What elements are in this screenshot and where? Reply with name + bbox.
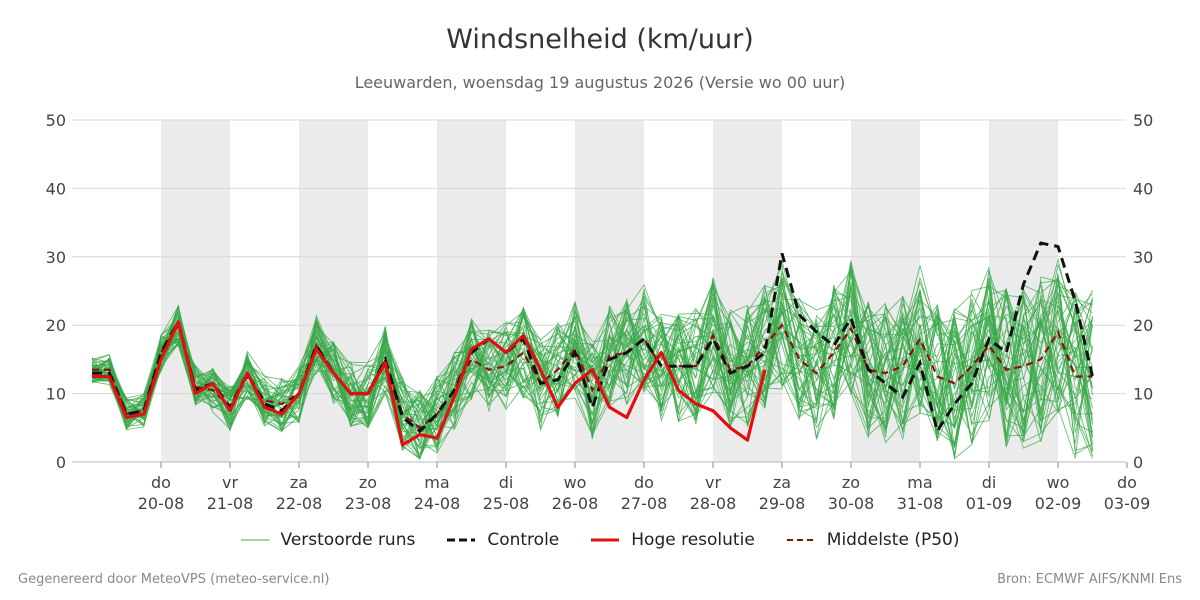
x-tick-weekday: za (290, 473, 308, 492)
chart-title: Windsnelheid (km/uur) (446, 24, 754, 55)
x-tick-weekday: vr (705, 473, 721, 492)
x-tick-date: 27-08 (621, 494, 668, 513)
x-tick-date: 22-08 (276, 494, 323, 513)
x-tick-date: 02-09 (1035, 494, 1082, 513)
perturbed-run-line (91, 288, 1093, 453)
footer-generator: Gegenereerd door MeteoVPS (meteo-service… (18, 572, 330, 587)
wind-speed-chart: 0 0 10 10 20 20 30 30 40 40 50 50 do 20-08 vr 21-08 za 22… (46, 111, 1154, 513)
y-tick-label-right: 20 (1133, 316, 1153, 335)
y-tick-label-right: 0 (1133, 453, 1143, 472)
x-tick-weekday: do (1117, 473, 1137, 492)
x-tick-weekday: za (773, 473, 791, 492)
perturbed-run-line (91, 259, 1093, 440)
day-band (161, 120, 230, 462)
legend-median-swatch (786, 539, 815, 541)
x-tick-weekday: di (982, 473, 997, 492)
y-tick-label-right: 40 (1133, 179, 1153, 198)
x-tick-weekday: do (634, 473, 654, 492)
legend-label: Verstoorde runs (280, 530, 416, 550)
x-tick-date: 29-08 (759, 494, 806, 513)
x-tick-weekday: ma (907, 473, 932, 492)
x-tick-weekday: di (499, 473, 514, 492)
y-tick-label-left: 30 (46, 248, 66, 267)
y-tick-label-left: 0 (56, 453, 66, 472)
y-tick-label-left: 50 (46, 111, 66, 130)
x-tick-weekday: wo (1047, 473, 1070, 492)
chart-subtitle: Leeuwarden, woensdag 19 augustus 2026 (V… (354, 73, 846, 92)
footer-source: Bron: ECMWF AIFS/KNMI Ens (997, 572, 1182, 587)
legend-item-perturbed: Verstoorde runs (240, 530, 416, 550)
legend-label: Middelste (P50) (826, 530, 960, 550)
legend-perturbed-swatch (240, 539, 269, 541)
legend-control-swatch (447, 538, 476, 542)
perturbed-run-line (91, 284, 1093, 459)
legend-item-control: Controle (447, 530, 559, 550)
legend-highres-swatch (591, 538, 620, 542)
x-tick-date: 24-08 (414, 494, 461, 513)
x-tick-date: 26-08 (552, 494, 599, 513)
legend-label: Controle (487, 530, 560, 550)
perturbed-run-line (91, 281, 1093, 460)
x-tick-date: 23-08 (345, 494, 392, 513)
day-band (575, 120, 644, 462)
perturbed-run-line (91, 282, 1093, 431)
y-tick-label-right: 30 (1133, 248, 1153, 267)
y-tick-label-right: 50 (1133, 111, 1153, 130)
perturbed-run-line (91, 269, 1093, 447)
x-tick-weekday: do (151, 473, 171, 492)
legend-label: Hoge resolutie (631, 530, 755, 550)
x-tick-date: 28-08 (690, 494, 737, 513)
y-tick-label-left: 10 (46, 385, 66, 404)
legend-item-median: Middelste (P50) (786, 530, 960, 550)
high-resolution-line (92, 320, 767, 447)
x-tick-date: 01-09 (966, 494, 1013, 513)
x-tick-date: 31-08 (897, 494, 944, 513)
x-tick-date: 21-08 (207, 494, 254, 513)
x-tick-weekday: wo (564, 473, 587, 492)
chart-legend: Verstoorde runs Controle Hoge resolutie … (0, 530, 1200, 550)
perturbed-run-line (91, 287, 1093, 452)
x-tick-weekday: ma (424, 473, 449, 492)
legend-item-high-resolution: Hoge resolutie (591, 530, 755, 550)
x-tick-weekday: vr (222, 473, 238, 492)
x-tick-date: 30-08 (828, 494, 875, 513)
x-tick-weekday: zo (842, 473, 860, 492)
x-tick-date: 20-08 (138, 494, 185, 513)
x-tick-date: 25-08 (483, 494, 530, 513)
y-tick-label-left: 20 (46, 316, 66, 335)
y-tick-label-right: 10 (1133, 385, 1153, 404)
x-tick-weekday: zo (359, 473, 377, 492)
y-tick-label-left: 40 (46, 179, 66, 198)
x-tick-date: 03-09 (1104, 494, 1151, 513)
